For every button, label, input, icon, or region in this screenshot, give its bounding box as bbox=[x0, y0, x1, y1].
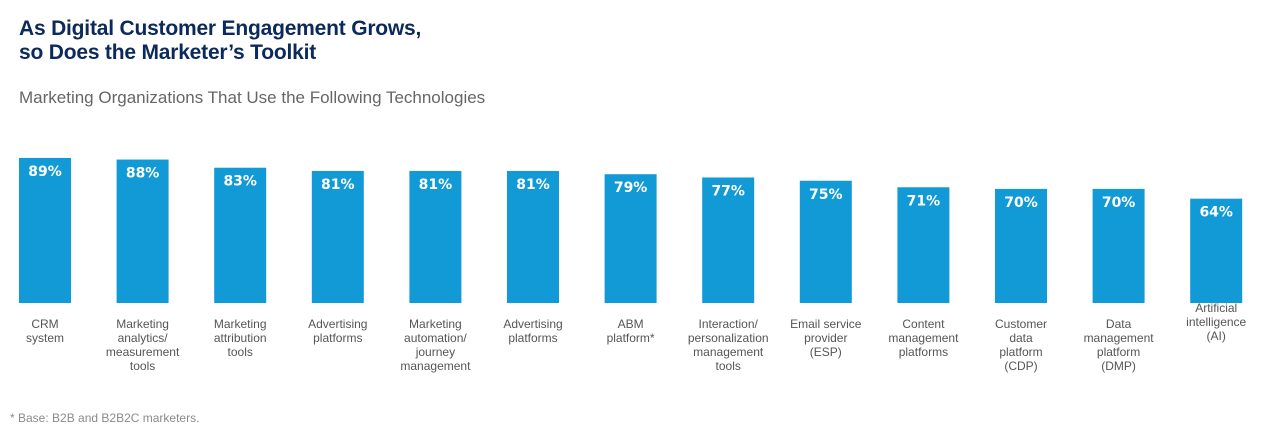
bar-value-label: 77% bbox=[711, 183, 745, 199]
chart-subtitle: Marketing Organizations That Use the Fol… bbox=[19, 88, 486, 107]
bar-7 bbox=[702, 177, 755, 303]
bar-5 bbox=[507, 170, 559, 303]
bar-value-label: 89% bbox=[28, 164, 62, 180]
bar-value-label: 70% bbox=[1004, 195, 1038, 211]
category-label: Marketing analytics/measurement tools bbox=[106, 317, 180, 373]
bar-1 bbox=[116, 159, 169, 303]
category-label: Interaction/personalization management too… bbox=[688, 317, 769, 373]
bar-12 bbox=[1190, 198, 1243, 303]
category-label: Customer data platform (CDP) bbox=[995, 317, 1047, 373]
category-label: Content management platforms bbox=[888, 317, 959, 359]
chart-title-line-2: so Does the Marketer’s Toolkit bbox=[19, 41, 317, 64]
bar-value-label: 83% bbox=[223, 174, 257, 190]
bar-11 bbox=[1092, 188, 1145, 303]
category-label: ABM platform* bbox=[607, 317, 655, 345]
chart-title: As Digital Customer Engagement Grows, so… bbox=[19, 17, 421, 65]
bar-10 bbox=[995, 188, 1047, 303]
category-label: Artificial intelligence (AI) bbox=[1186, 301, 1246, 343]
footnote: * Base: B2B and B2B2C marketers. bbox=[10, 411, 200, 425]
category-label: Data management platform (DMP) bbox=[1084, 317, 1155, 373]
chart-title-line-1: As Digital Customer Engagement Grows, bbox=[19, 17, 422, 40]
bar-value-label: 81% bbox=[419, 177, 453, 193]
bar-value-label: 71% bbox=[907, 193, 941, 209]
bar-8 bbox=[799, 180, 852, 303]
bar-3 bbox=[311, 170, 364, 303]
bar-value-label: 75% bbox=[809, 187, 843, 203]
category-label: CRM system bbox=[26, 317, 64, 345]
bar-4 bbox=[409, 170, 462, 303]
category-label: Advertising platforms bbox=[308, 317, 367, 345]
bar-9 bbox=[897, 187, 950, 303]
bar-value-label: 79% bbox=[614, 180, 648, 196]
bar-value-label: 88% bbox=[126, 166, 160, 182]
bar-value-label: 81% bbox=[321, 177, 355, 193]
bar-value-label: 70% bbox=[1102, 195, 1136, 211]
bar-value-label: 64% bbox=[1199, 205, 1233, 221]
bar-chart: 89% CRM system 88% Marketing analytics/measur… bbox=[19, 157, 1247, 373]
category-label: Email service provider (ESP) bbox=[790, 317, 862, 359]
category-label: Advertising platforms bbox=[503, 317, 562, 345]
bar-value-label: 81% bbox=[516, 177, 550, 193]
bar-2 bbox=[214, 167, 267, 303]
category-label: Marketing automation/journey management bbox=[400, 317, 471, 373]
bar-0 bbox=[19, 157, 71, 303]
bar-6 bbox=[604, 174, 657, 303]
category-label: Marketing attribution tools bbox=[214, 317, 267, 359]
